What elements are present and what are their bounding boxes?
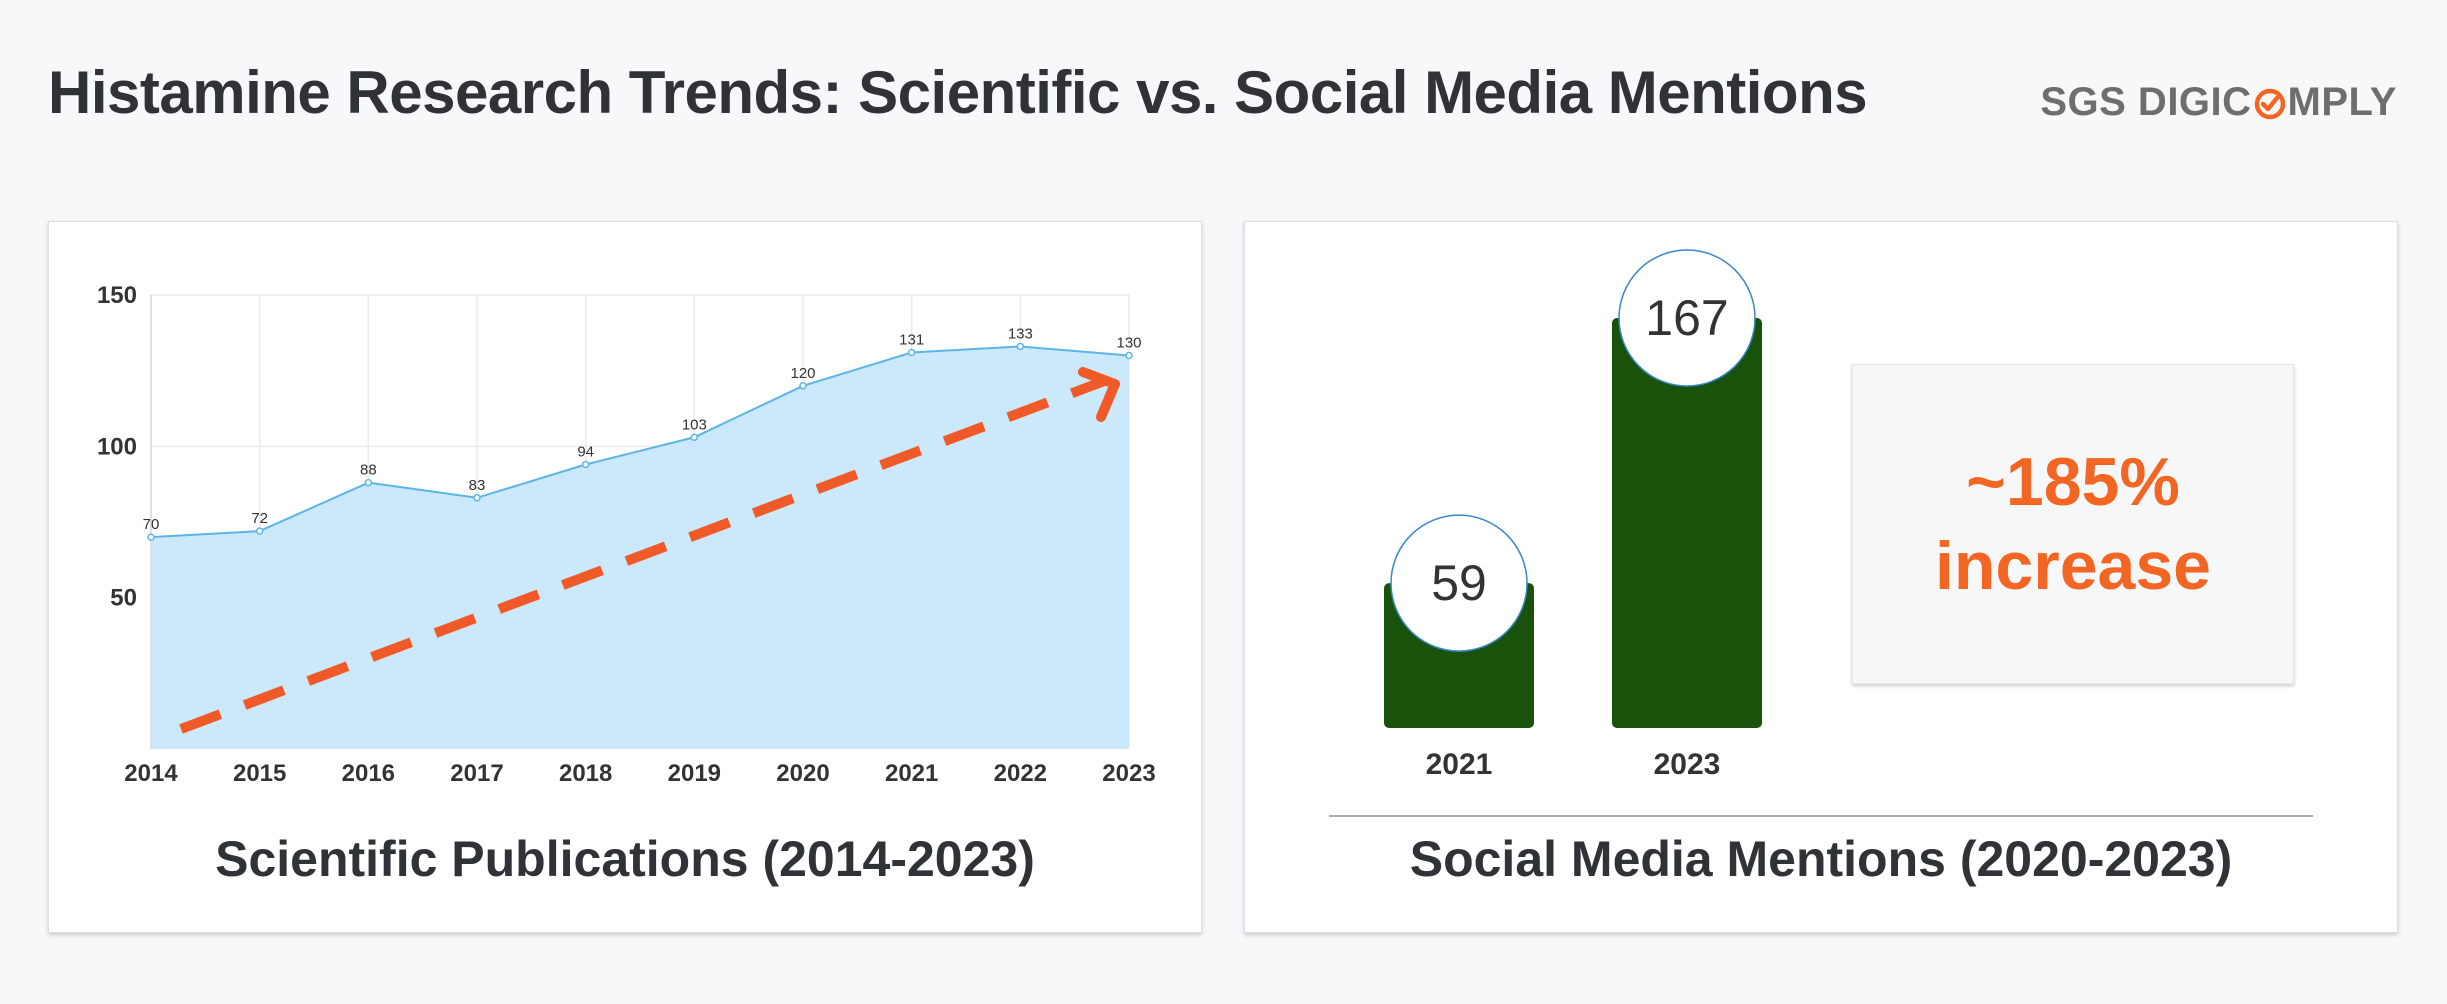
x-tick-2016: 2016	[342, 760, 395, 787]
increase-word: increase	[1935, 528, 2211, 604]
x-tick-2021: 2021	[885, 760, 938, 787]
y-tick-100: 100	[97, 433, 137, 460]
data-point-2021	[907, 348, 916, 357]
bar-2023	[1612, 318, 1762, 728]
value-bubble-2023	[1618, 249, 1756, 387]
publications-area-chart: 70 72 88 83 94 103 120 131 133 130 2014 2015 2016 20…	[97, 282, 1156, 787]
x-tick-2020: 2020	[776, 760, 829, 787]
social-media-card: 59 2021 167 2023 ~185% increase Social Medi…	[1244, 221, 2398, 933]
data-label-2021: 131	[899, 332, 924, 349]
mentions-bar-chart: 59 2021 167 2023	[1384, 249, 1762, 781]
data-point-2016	[364, 478, 373, 487]
data-label-2023: 130	[1116, 335, 1141, 352]
data-point-2019	[690, 433, 699, 442]
data-point-2015	[255, 527, 264, 535]
data-point-2018	[581, 460, 590, 469]
mentions-caption: Social Media Mentions (2020-2023)	[1409, 831, 2233, 887]
data-point-2014	[147, 533, 155, 541]
data-label-2020: 120	[790, 365, 815, 382]
data-label-2014: 70	[143, 516, 160, 533]
y-tick-50: 50	[110, 585, 137, 612]
category-label-2023: 2023	[1654, 748, 1721, 781]
data-point-2020	[799, 382, 807, 390]
increase-callout: ~185% increase	[1852, 364, 2294, 684]
logo-text-end: MPLY	[2287, 80, 2397, 124]
value-label-2021: 59	[1431, 555, 1487, 611]
increase-percent: ~185%	[1966, 444, 2180, 520]
x-tick-2014: 2014	[124, 760, 178, 787]
x-tick-2019: 2019	[668, 760, 721, 787]
y-tick-150: 150	[97, 282, 137, 309]
logo-check-icon	[2254, 88, 2285, 119]
x-tick-2018: 2018	[559, 760, 612, 787]
data-label-2019: 103	[682, 416, 707, 433]
value-bubble-2021	[1390, 514, 1528, 652]
data-point-2017	[473, 494, 481, 502]
data-label-2022: 133	[1008, 325, 1033, 342]
trend-arrow-head	[1078, 367, 1120, 422]
data-point-2022	[1016, 342, 1025, 351]
x-tick-2023: 2023	[1102, 760, 1155, 787]
publications-card: 70 72 88 83 94 103 120 131 133 130 2014 2015 2016 20…	[48, 221, 1202, 933]
category-label-2021: 2021	[1426, 748, 1493, 781]
area-fill	[151, 346, 1129, 749]
x-tick-2015: 2015	[233, 760, 286, 787]
trend-arrow	[179, 375, 1109, 734]
data-point-2023	[1125, 351, 1133, 360]
brand-logo: SGS DIGIC MPLY	[2040, 80, 2397, 125]
value-label-2023: 167	[1645, 290, 1728, 346]
x-tick-2017: 2017	[450, 760, 503, 787]
data-label-2017: 83	[469, 477, 486, 494]
divider-line	[1329, 815, 2313, 817]
publications-caption: Scientific Publications (2014-2023)	[215, 831, 1035, 887]
logo-text-start: SGS DIGIC	[2040, 80, 2252, 124]
data-label-2016: 88	[360, 462, 377, 479]
data-label-2018: 94	[577, 443, 594, 460]
series-line	[150, 345, 1130, 539]
x-tick-2022: 2022	[994, 760, 1047, 787]
page-title: Histamine Research Trends: Scientific vs…	[48, 59, 1868, 126]
data-label-2015: 72	[251, 510, 268, 527]
